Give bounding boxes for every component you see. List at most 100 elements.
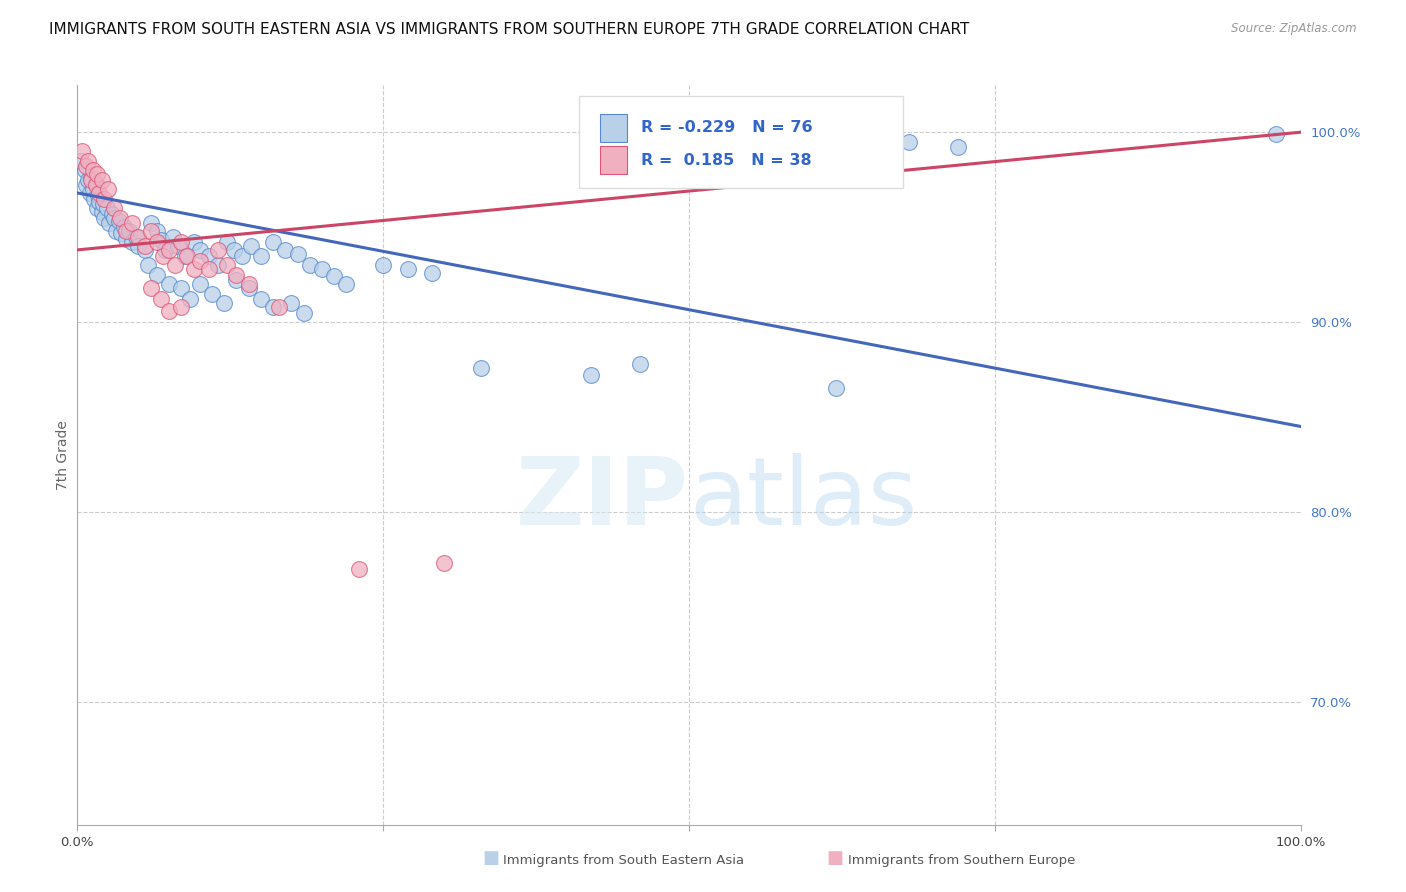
Point — [225, 273, 247, 287]
Point — [176, 249, 198, 263]
Point — [121, 235, 143, 250]
Point — [298, 258, 321, 272]
Text: ■: ■ — [827, 849, 844, 867]
Point — [96, 201, 118, 215]
Point — [347, 562, 370, 576]
Point — [91, 197, 114, 211]
Point — [420, 266, 443, 280]
Point — [79, 186, 101, 200]
Point — [188, 277, 211, 291]
Point — [433, 556, 456, 570]
Point — [166, 239, 188, 253]
Point — [121, 216, 143, 230]
Point — [82, 182, 104, 196]
Text: ■: ■ — [482, 849, 499, 867]
Point — [231, 249, 253, 263]
Point — [250, 249, 273, 263]
Point — [77, 172, 100, 186]
Point — [323, 269, 346, 284]
Point — [198, 249, 221, 263]
Point — [898, 135, 921, 149]
Point — [134, 243, 156, 257]
Point — [75, 178, 97, 193]
Point — [115, 231, 138, 245]
Point — [125, 229, 148, 244]
Point — [157, 243, 180, 257]
Point — [89, 186, 111, 200]
Point — [73, 163, 96, 178]
Point — [97, 182, 120, 196]
Point — [152, 249, 174, 263]
Point — [946, 140, 969, 154]
Point — [139, 216, 162, 230]
Point — [250, 292, 273, 306]
Point — [136, 258, 159, 272]
Point — [118, 224, 141, 238]
Point — [149, 234, 172, 248]
Point — [108, 214, 131, 228]
Point — [84, 177, 107, 191]
Point — [269, 300, 291, 314]
Point — [311, 261, 333, 276]
Point — [80, 172, 103, 186]
Point — [470, 360, 492, 375]
Point — [139, 281, 162, 295]
Point — [174, 249, 197, 263]
Y-axis label: 7th Grade: 7th Grade — [56, 420, 70, 490]
Point — [90, 205, 112, 219]
Point — [86, 167, 108, 181]
FancyBboxPatch shape — [579, 95, 903, 188]
Point — [201, 286, 224, 301]
Point — [183, 235, 205, 250]
Point — [90, 172, 112, 186]
Point — [77, 153, 100, 168]
Point — [108, 211, 131, 225]
Point — [115, 224, 138, 238]
Point — [134, 239, 156, 253]
Point — [98, 216, 121, 230]
Point — [396, 261, 419, 276]
Point — [165, 258, 187, 272]
Point — [157, 277, 180, 291]
Point — [70, 144, 93, 158]
Point — [110, 226, 132, 240]
Point — [83, 192, 105, 206]
Text: ZIP: ZIP — [516, 453, 689, 545]
Point — [287, 246, 309, 260]
Point — [82, 163, 104, 178]
Point — [139, 224, 162, 238]
Point — [274, 243, 297, 257]
Point — [238, 281, 260, 295]
Point — [183, 261, 205, 276]
Point — [238, 277, 260, 291]
Point — [149, 292, 172, 306]
Point — [188, 243, 211, 257]
Point — [103, 201, 125, 215]
Point — [70, 153, 93, 168]
FancyBboxPatch shape — [599, 146, 627, 174]
Point — [170, 300, 193, 314]
Point — [179, 292, 201, 306]
Point — [87, 187, 110, 202]
Point — [89, 195, 111, 210]
Point — [84, 178, 107, 193]
Point — [222, 243, 245, 257]
Text: Immigrants from South Eastern Asia: Immigrants from South Eastern Asia — [503, 854, 744, 867]
Point — [579, 368, 602, 383]
Point — [1265, 127, 1288, 141]
Point — [93, 192, 115, 206]
Point — [146, 224, 169, 238]
FancyBboxPatch shape — [599, 113, 627, 142]
Point — [207, 258, 229, 272]
Text: R = -0.229   N = 76: R = -0.229 N = 76 — [641, 120, 813, 136]
Point — [198, 261, 221, 276]
Point — [215, 235, 238, 250]
Point — [170, 281, 193, 295]
Point — [146, 235, 169, 250]
Point — [225, 268, 247, 282]
Point — [75, 160, 97, 174]
Point — [280, 296, 302, 310]
Point — [824, 382, 846, 396]
Point — [146, 268, 169, 282]
Point — [335, 277, 357, 291]
